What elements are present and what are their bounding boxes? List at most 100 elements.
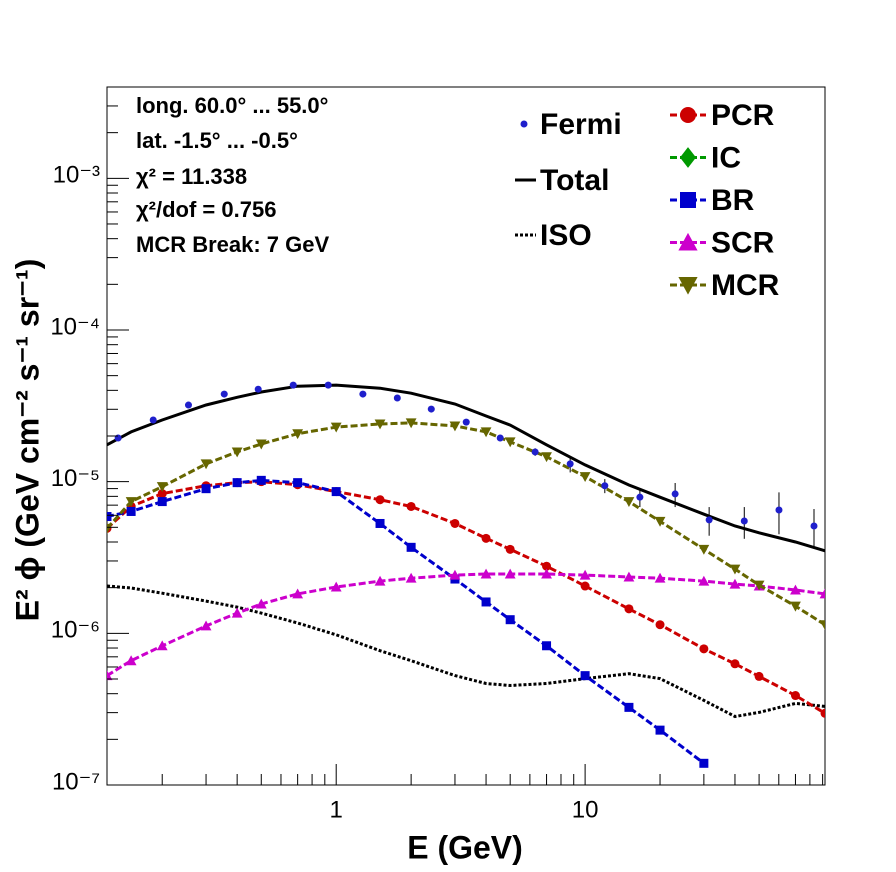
- marker: [375, 518, 385, 528]
- marker: [156, 482, 168, 493]
- marker: [729, 564, 741, 575]
- marker: [331, 487, 341, 497]
- legend-label: PCR: [711, 99, 775, 132]
- data-point: [393, 394, 401, 402]
- data-point: [705, 516, 713, 524]
- x-tick-label: 10: [572, 796, 599, 823]
- marker: [542, 561, 552, 571]
- series-line: [107, 480, 825, 715]
- marker: [680, 192, 696, 208]
- marker: [790, 691, 800, 701]
- legend-label: SCR: [711, 226, 775, 259]
- marker: [231, 447, 243, 458]
- marker: [579, 472, 591, 482]
- marker: [680, 147, 696, 168]
- marker: [819, 620, 825, 631]
- marker: [449, 421, 461, 432]
- marker: [505, 615, 515, 625]
- data-point: [359, 390, 367, 398]
- marker: [504, 568, 516, 579]
- data-point: [775, 506, 783, 514]
- marker: [730, 659, 740, 669]
- x-tick-label: 1: [330, 796, 343, 823]
- marker: [125, 655, 137, 666]
- marker: [481, 597, 491, 607]
- annotation: χ² = 11.338: [136, 164, 247, 189]
- data-point: [566, 460, 574, 468]
- marker: [406, 501, 416, 511]
- legend-marker: [520, 120, 528, 128]
- marker: [157, 497, 167, 507]
- marker: [405, 418, 417, 429]
- data-point: [462, 418, 470, 426]
- marker: [255, 598, 267, 609]
- data-point: [254, 385, 262, 393]
- marker: [292, 429, 304, 440]
- legend-label: Fermi: [540, 108, 622, 141]
- data-point: [496, 434, 504, 442]
- marker: [256, 475, 266, 485]
- marker: [655, 620, 665, 630]
- legend-label: Total: [540, 164, 609, 197]
- annotation: long. 60.0° ... 55.0°: [136, 93, 328, 118]
- marker: [790, 584, 801, 595]
- marker: [480, 427, 492, 438]
- series-line: [107, 584, 825, 719]
- marker: [231, 607, 243, 618]
- marker: [655, 725, 665, 735]
- data-point: [531, 448, 539, 456]
- y-tick-label: 10⁻⁷: [52, 768, 100, 795]
- marker: [624, 604, 634, 614]
- curves: [107, 381, 825, 768]
- marker: [450, 518, 460, 528]
- marker: [579, 569, 591, 580]
- marker: [623, 571, 635, 582]
- marker: [654, 516, 666, 527]
- marker: [200, 620, 212, 631]
- data-point: [324, 381, 332, 389]
- marker: [201, 484, 211, 494]
- marker: [678, 232, 698, 251]
- annotation: lat. -1.5° ... -0.5°: [136, 128, 298, 153]
- series-line: [107, 383, 825, 553]
- marker: [481, 533, 491, 543]
- marker: [293, 478, 303, 488]
- marker: [107, 670, 113, 681]
- marker: [678, 277, 698, 295]
- marker: [504, 437, 516, 448]
- marker: [624, 702, 634, 712]
- marker: [699, 644, 709, 654]
- marker: [405, 572, 417, 583]
- marker: [374, 419, 386, 430]
- data-point: [184, 401, 192, 409]
- marker: [200, 459, 212, 470]
- marker: [698, 575, 710, 586]
- data-point: [740, 517, 748, 525]
- marker: [754, 671, 764, 681]
- marker: [505, 544, 515, 554]
- marker: [819, 588, 825, 599]
- marker: [330, 422, 342, 433]
- y-tick-label: 10⁻⁶: [51, 617, 100, 644]
- marker: [449, 569, 461, 580]
- marker: [580, 671, 590, 681]
- marker: [480, 568, 492, 579]
- y-tick-label: 10⁻³: [53, 162, 100, 189]
- legend-label: ISO: [540, 219, 592, 252]
- data-point: [810, 522, 818, 530]
- marker: [698, 544, 710, 555]
- annotation: χ²/dof = 0.756: [136, 197, 276, 222]
- marker: [374, 575, 386, 586]
- marker: [790, 601, 801, 612]
- marker: [541, 568, 552, 579]
- marker: [580, 581, 590, 591]
- series-line: [107, 572, 825, 677]
- marker: [125, 497, 137, 507]
- marker: [406, 542, 416, 552]
- data-point: [289, 381, 297, 389]
- annotation: MCR Break: 7 GeV: [136, 232, 330, 257]
- y-axis-label: E² ϕ (GeV cm⁻² s⁻¹ sr⁻¹): [9, 259, 45, 622]
- data-point: [427, 405, 435, 413]
- data-point: [671, 490, 679, 498]
